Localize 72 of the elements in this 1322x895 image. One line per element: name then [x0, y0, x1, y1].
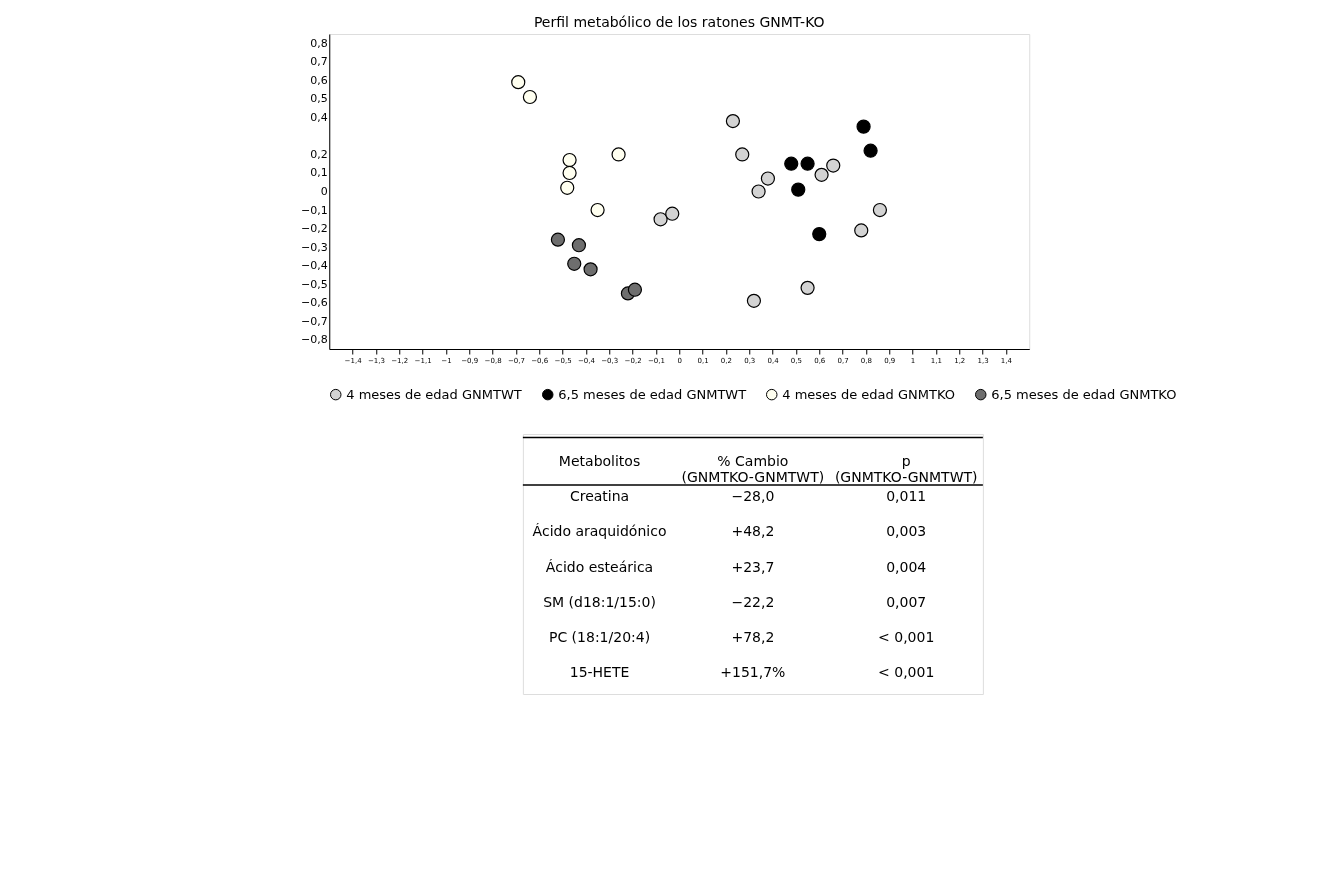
text: 15-HETE — [569, 663, 630, 680]
legend-label: 4 meses de edad GNMTKO — [782, 386, 955, 402]
text: +78,2 — [731, 628, 775, 645]
point — [725, 113, 741, 129]
legend-label: 4 meses de edad GNMTWT — [346, 386, 522, 402]
point — [653, 212, 668, 227]
point — [800, 280, 815, 295]
text: PC (18:1/20:4) — [548, 628, 651, 645]
y-tick-label: 0,2 — [310, 147, 328, 161]
y-tick-label: 0,8 — [310, 36, 328, 50]
point — [627, 282, 643, 297]
point — [760, 171, 776, 186]
point — [863, 143, 878, 158]
text: −22,2 — [731, 593, 775, 610]
y-tick-label: −0,7 — [301, 314, 328, 328]
point — [522, 89, 538, 105]
text: Creatina — [569, 488, 630, 505]
text: +151,7% — [720, 663, 786, 680]
point — [562, 165, 577, 181]
point — [665, 206, 680, 221]
y-tick-label: −0,6 — [301, 296, 328, 310]
point — [800, 156, 815, 171]
y-tick-label: 0,1 — [310, 166, 328, 180]
y-tick-label: 0,5 — [310, 92, 328, 106]
y-tick-label: −0,3 — [301, 240, 328, 254]
point — [571, 238, 587, 253]
point — [611, 147, 626, 162]
point — [735, 147, 750, 162]
point — [511, 75, 526, 90]
point — [567, 256, 582, 271]
point — [856, 119, 871, 134]
text: 0,011 — [886, 488, 927, 505]
text: < 0,001 — [878, 663, 935, 680]
y-tick-label: −0,8 — [301, 333, 328, 347]
legend-label: 6,5 meses de edad GNMTWT — [558, 386, 747, 402]
y-tick-label: 0 — [320, 185, 328, 198]
text: < 0,001 — [878, 628, 935, 645]
point — [784, 156, 799, 171]
point — [751, 184, 766, 199]
point — [814, 167, 829, 182]
y-tick-label: −0,5 — [301, 277, 328, 291]
y-tick-label: −0,1 — [301, 203, 328, 217]
point — [562, 152, 577, 168]
point — [854, 223, 869, 238]
text: −28,0 — [731, 488, 775, 505]
text: 0,004 — [886, 558, 927, 575]
point — [826, 158, 841, 173]
point — [550, 232, 566, 247]
point — [560, 180, 575, 195]
y-tick-label: 0,4 — [310, 110, 328, 124]
legend-label: 6,5 meses de edad GNMTKO — [991, 386, 1177, 402]
y-tick-label: −0,4 — [301, 259, 328, 273]
y-tick-label: 0,7 — [310, 55, 328, 69]
text: +23,7 — [731, 558, 775, 575]
text: Ácido araquidónico — [532, 523, 667, 540]
text: 0,007 — [886, 593, 927, 610]
text: 0,003 — [886, 523, 927, 540]
point — [791, 182, 806, 197]
text: +48,2 — [731, 523, 775, 540]
point — [583, 262, 598, 277]
text: Ácido esteárica — [545, 558, 654, 575]
point — [812, 227, 827, 242]
point — [872, 202, 888, 218]
text: SM (d18:1/15:0) — [543, 593, 656, 610]
text: Metabolitos — [558, 453, 641, 470]
text: % Cambio (GNMTKO-GNMTWT) — [681, 453, 825, 486]
text: p (GNMTKO-GNMTWT) — [834, 453, 978, 486]
y-tick-label: 0,6 — [310, 73, 328, 87]
point — [746, 293, 762, 308]
chart-title: Perfil metabólico de los ratones GNMT-KO — [533, 14, 825, 30]
point — [590, 202, 605, 218]
y-tick-label: −0,2 — [301, 222, 328, 236]
